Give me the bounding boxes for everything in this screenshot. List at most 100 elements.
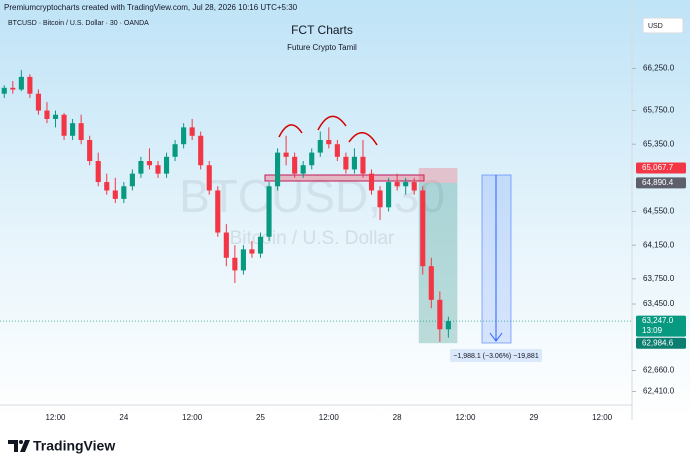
- price-label: 65,067.7: [642, 163, 674, 172]
- candle-body: [394, 182, 400, 187]
- y-tick-label: 62,410.0: [643, 387, 675, 396]
- y-tick-label: 64,150.0: [643, 240, 675, 249]
- candle-body: [61, 114, 67, 136]
- candle-body: [223, 232, 229, 258]
- candle-body: [266, 186, 272, 237]
- candle-body: [146, 161, 153, 166]
- currency-label[interactable]: USD: [648, 23, 663, 30]
- candle-body: [437, 299, 443, 330]
- candle-body: [360, 156, 366, 174]
- candle-body: [70, 123, 76, 136]
- x-tick-label: 12:00: [319, 413, 340, 422]
- plot-layer: 66,250.0 65,750.0 65,350.0 64,550.0 64,150.0…: [0, 64, 686, 422]
- candle-body: [343, 156, 349, 170]
- x-tick-label: 12:00: [45, 413, 66, 422]
- price-label-box: [636, 337, 686, 349]
- candle-body: [78, 123, 84, 140]
- x-tick-label: 29: [529, 413, 538, 422]
- chart-subtitle: Future Crypto Tamil: [287, 43, 357, 52]
- price-label: 63,247.0: [642, 316, 674, 325]
- candle-body: [232, 257, 238, 271]
- candle-body: [181, 127, 187, 145]
- candle-body: [249, 249, 255, 254]
- price-label: 62,984.6: [642, 338, 674, 347]
- header-text: Premiumcryptocharts created with Trading…: [4, 3, 298, 12]
- candle-body: [189, 127, 195, 136]
- measure-arrow-head: [489, 332, 503, 342]
- candle-body: [317, 139, 323, 153]
- candle-body: [44, 110, 50, 119]
- candle-body: [1, 87, 7, 94]
- candle-body: [155, 165, 161, 174]
- footer-logo: TradingView: [8, 438, 115, 454]
- price-label-box: [636, 162, 686, 174]
- candle-body: [309, 152, 315, 166]
- brand-name: TradingView: [33, 438, 115, 454]
- candle-body: [104, 182, 110, 191]
- y-tick-label: 62,660.0: [643, 366, 675, 375]
- candle-body: [27, 76, 33, 94]
- candle-body: [172, 144, 178, 157]
- candle-body: [198, 135, 204, 166]
- watermark: BTCUSD, 30: [179, 170, 445, 222]
- candle-body: [257, 236, 264, 254]
- candle-body: [18, 76, 24, 90]
- measure-label: −1,988.1 (−3.06%) −19,881: [453, 353, 539, 360]
- y-tick-label: 65,750.0: [643, 106, 675, 115]
- y-tick-label: 63,450.0: [643, 299, 675, 308]
- candle-body: [386, 182, 392, 208]
- candle-body: [52, 114, 59, 119]
- logo-mark: [8, 440, 30, 452]
- y-tick-label: 63,750.0: [643, 274, 675, 283]
- price-label-box: [636, 315, 686, 337]
- candle-body: [334, 144, 340, 157]
- x-tick-label: 25: [256, 413, 265, 422]
- measure-label-box: [450, 349, 542, 362]
- x-tick-label: 24: [119, 413, 128, 422]
- symbol-text: BTCUSD · Bitcoin / U.S. Dollar · 30 · OA…: [8, 20, 149, 27]
- candle-body: [87, 139, 93, 162]
- candle-body: [368, 173, 375, 191]
- candle-body: [95, 161, 101, 183]
- candle-body: [403, 182, 409, 187]
- x-tick-label: 28: [393, 413, 402, 422]
- candle-body: [292, 156, 298, 174]
- candle-body: [377, 190, 383, 208]
- chart-title: FCT Charts: [291, 23, 353, 37]
- candle-body: [300, 165, 306, 174]
- candle-body: [411, 182, 417, 191]
- candle-body: [138, 161, 144, 174]
- x-tick-label: 12:00: [455, 413, 476, 422]
- x-tick-label: 12:00: [182, 413, 203, 422]
- candle-body: [35, 93, 41, 111]
- candle-body: [163, 156, 170, 174]
- price-label-box: [636, 177, 686, 189]
- candle-body: [112, 190, 118, 199]
- candle-body: [420, 190, 426, 267]
- candle-body: [283, 152, 289, 157]
- price-timer: 13:09: [642, 326, 663, 335]
- price-label: 64,890.4: [642, 178, 674, 187]
- shoulder-arc: [278, 124, 303, 138]
- candle-body: [121, 186, 127, 199]
- candle-body: [275, 152, 281, 187]
- x-tick-label: 12:00: [592, 413, 613, 422]
- axis-background: [632, 0, 690, 420]
- resistance-zone: [264, 174, 425, 182]
- candle-body: [10, 87, 16, 90]
- stop-zone: [418, 167, 458, 183]
- candle-body: [206, 165, 212, 191]
- currency-box[interactable]: [642, 17, 684, 34]
- watermark: Bitcoin / U.S. Dollar: [230, 228, 395, 249]
- y-tick-label: 66,250.0: [643, 64, 675, 73]
- candle-body: [215, 190, 221, 233]
- candle-body: [445, 321, 451, 330]
- candle-body: [240, 249, 246, 271]
- shoulder-arc: [348, 132, 378, 146]
- candle-body: [351, 156, 357, 170]
- candle-body: [428, 266, 434, 300]
- y-tick-label: 64,550.0: [643, 207, 675, 216]
- candle-body: [129, 173, 135, 187]
